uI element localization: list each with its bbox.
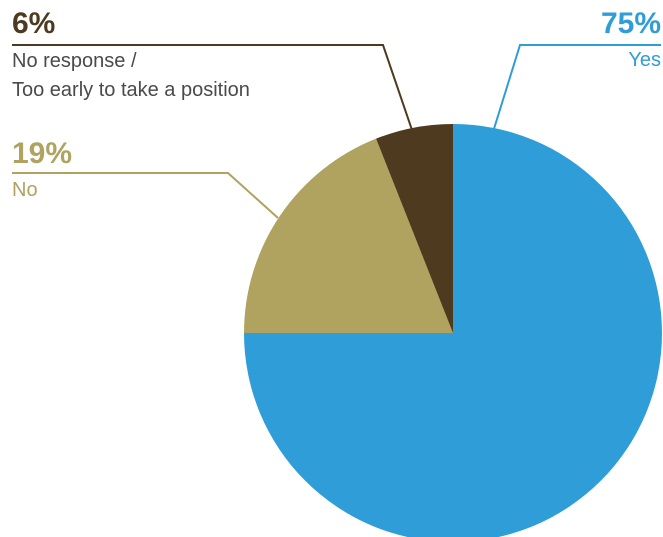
leader-line-no bbox=[12, 172, 279, 219]
slice-no bbox=[244, 138, 453, 333]
percent-label-yes: 75% bbox=[601, 7, 661, 40]
slice-no-response bbox=[376, 124, 453, 333]
leader-line-no-response bbox=[12, 44, 413, 131]
slice-label-no-response-line-2: Too early to take a position bbox=[12, 79, 250, 101]
percent-label-no: 19% bbox=[12, 137, 72, 170]
slice-yes bbox=[244, 124, 662, 537]
slice-label-no-response-line-1: No response / bbox=[12, 50, 137, 72]
slice-label-yes: Yes bbox=[628, 49, 661, 71]
leader-line-yes bbox=[492, 44, 661, 133]
slice-label-no: No bbox=[12, 179, 38, 201]
pie-slices bbox=[244, 124, 662, 537]
percent-label-no-response: 6% bbox=[12, 7, 55, 40]
